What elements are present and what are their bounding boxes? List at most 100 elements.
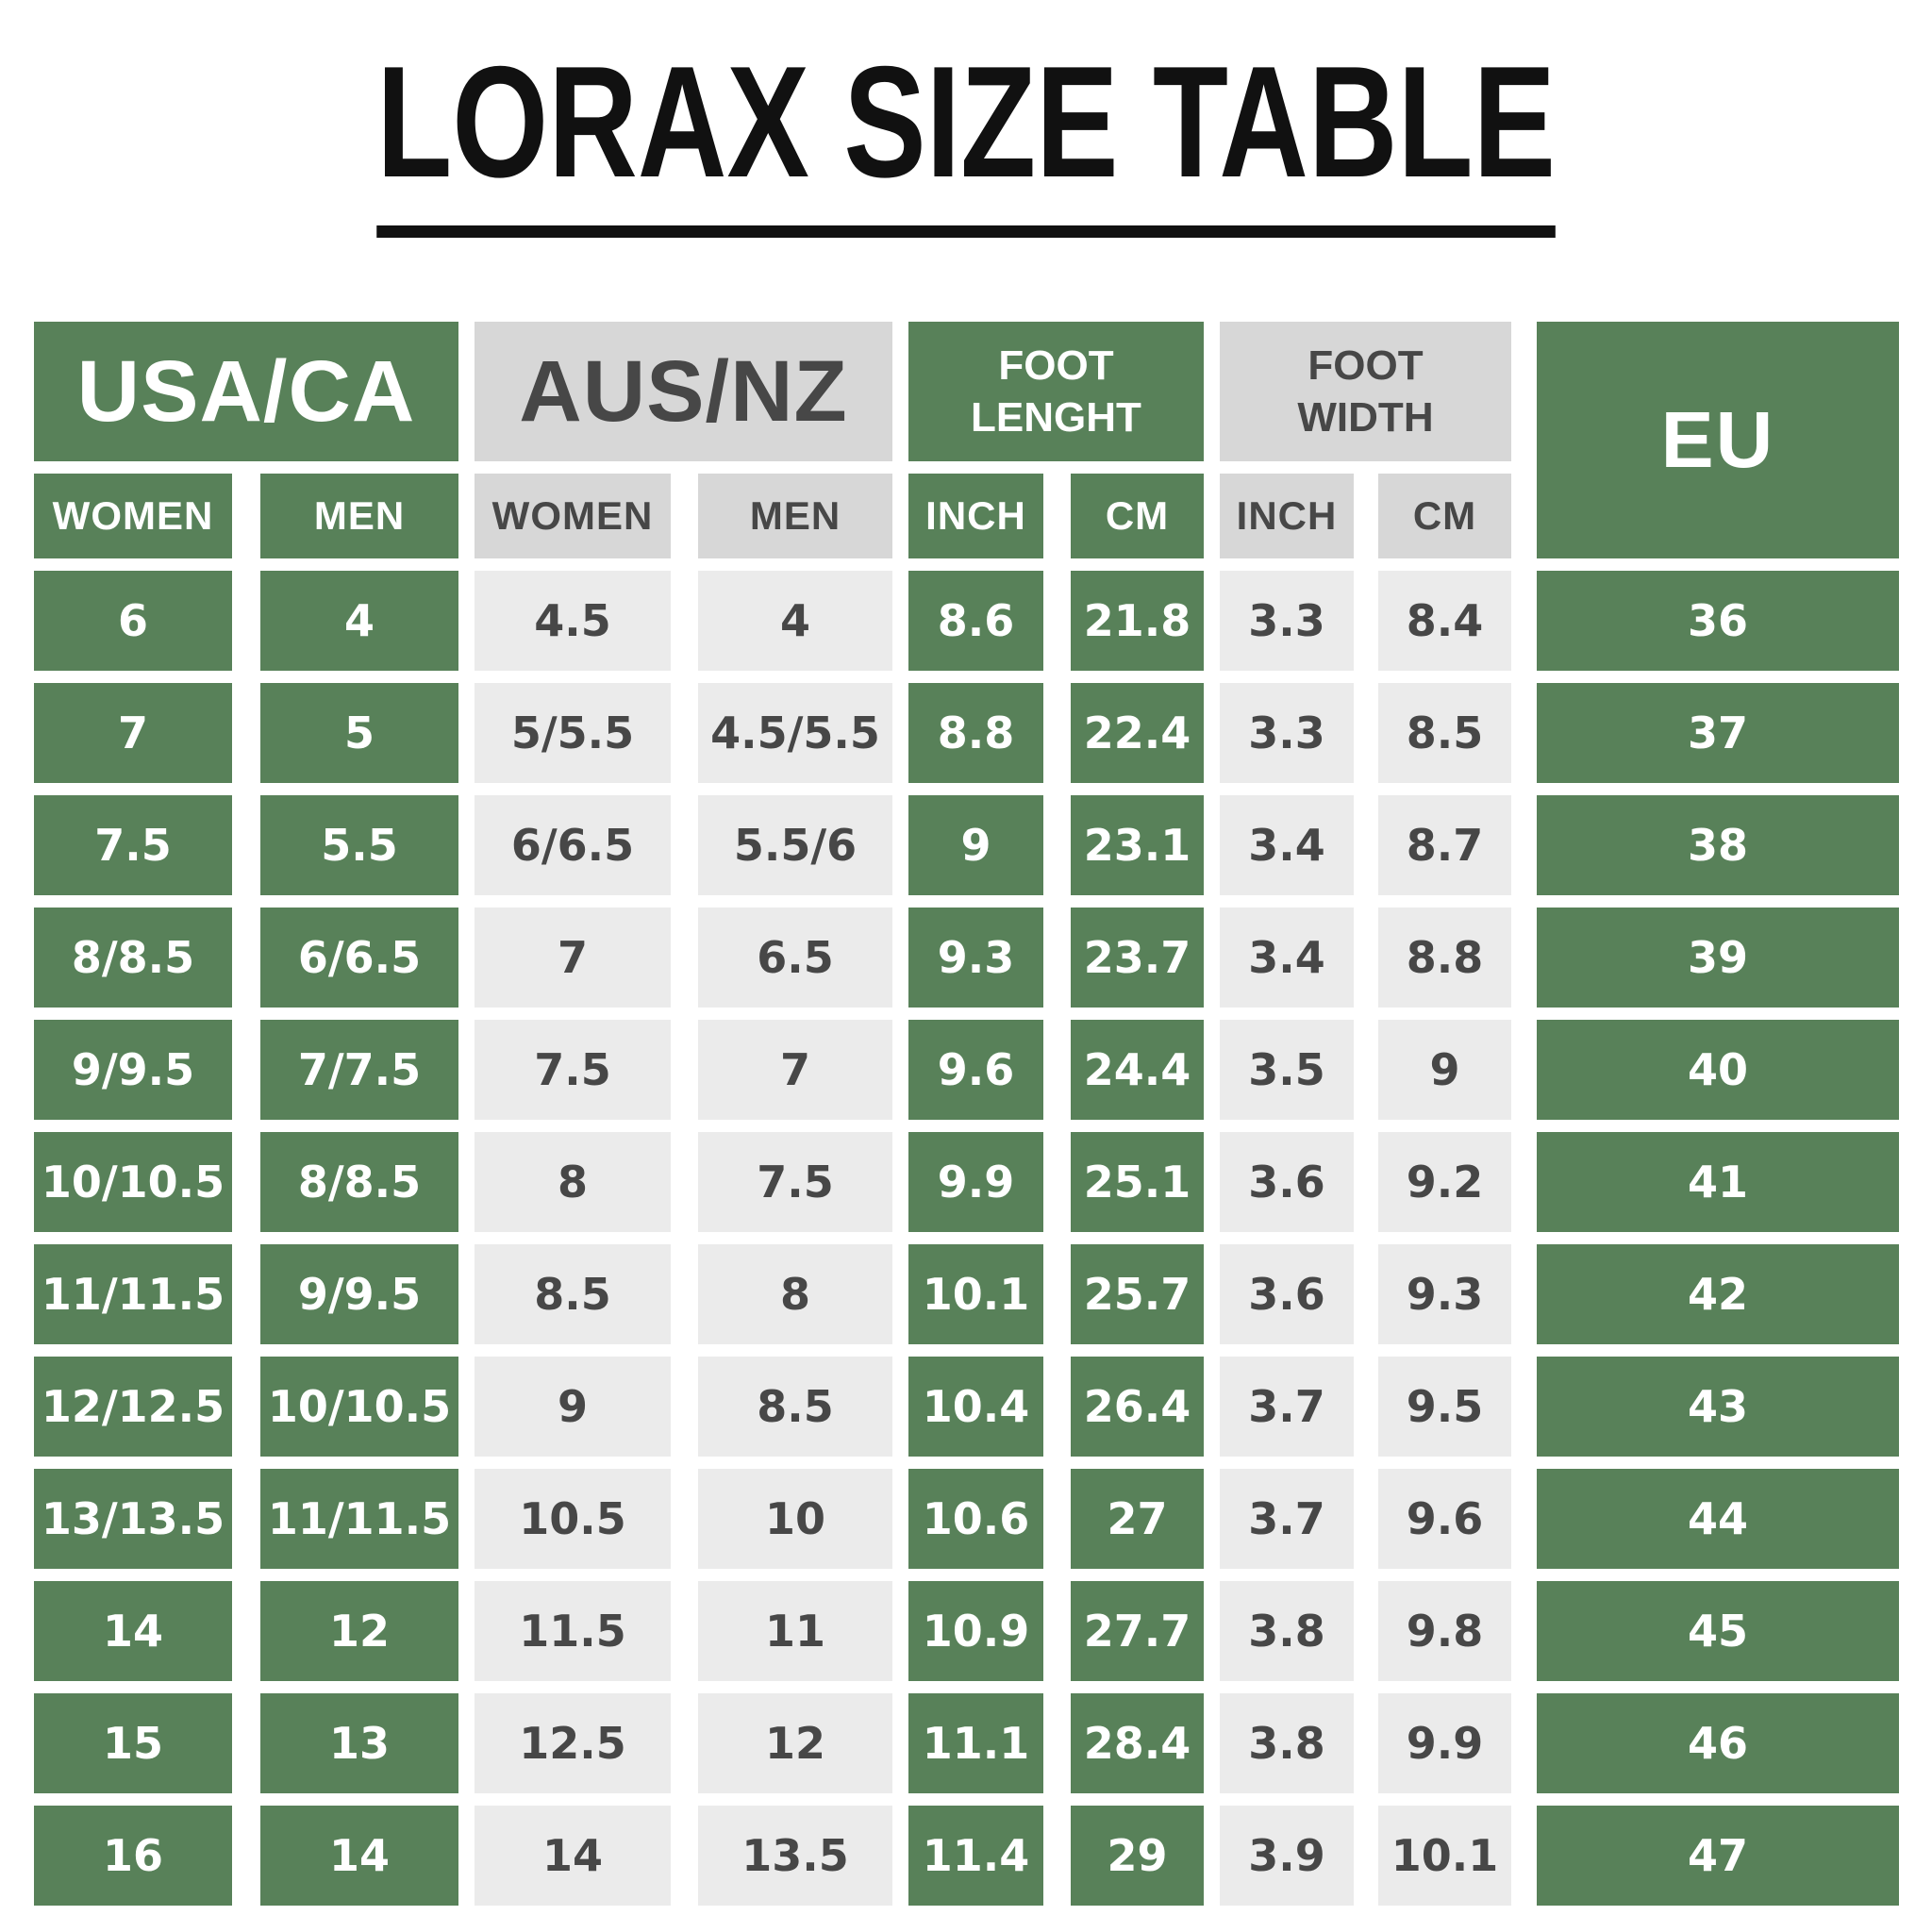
table-cell-r8-c7: 3.7	[1220, 1357, 1354, 1457]
table-cell-r5-c3: 7.5	[475, 1020, 671, 1120]
table-cell-r3-c5: 9	[908, 795, 1043, 895]
table-cell-r11-c5: 11.1	[908, 1693, 1043, 1793]
table-cell-r11-c2: 13	[260, 1693, 458, 1793]
table-cell-r6-c4: 7.5	[698, 1132, 892, 1232]
table-cell-r4-c9: 39	[1537, 908, 1899, 1008]
table-cell-r6-c9: 41	[1537, 1132, 1899, 1232]
table-cell-r7-c4: 8	[698, 1244, 892, 1344]
table-cell-r3-c2: 5.5	[260, 795, 458, 895]
table-cell-r9-c1: 13/13.5	[34, 1469, 232, 1569]
table-cell-r2-c8: 8.5	[1378, 683, 1511, 783]
table-cell-r10-c2: 12	[260, 1581, 458, 1681]
subheader-usa-ca-women: WOMEN	[34, 474, 232, 558]
table-cell-r3-c4: 5.5/6	[698, 795, 892, 895]
table-cell-r8-c2: 10/10.5	[260, 1357, 458, 1457]
table-cell-r6-c6: 25.1	[1071, 1132, 1204, 1232]
table-cell-r2-c6: 22.4	[1071, 683, 1204, 783]
table-cell-r12-c7: 3.9	[1220, 1806, 1354, 1906]
table-cell-r1-c5: 8.6	[908, 571, 1043, 671]
header-aus-nz: AUS/NZ	[475, 322, 892, 461]
table-cell-r1-c1: 6	[34, 571, 232, 671]
table-cell-r10-c1: 14	[34, 1581, 232, 1681]
header-label: USA/CA	[76, 342, 416, 440]
table-cell-r8-c4: 8.5	[698, 1357, 892, 1457]
table-cell-r3-c8: 8.7	[1378, 795, 1511, 895]
table-cell-r5-c1: 9/9.5	[34, 1020, 232, 1120]
table-cell-r3-c6: 23.1	[1071, 795, 1204, 895]
table-cell-r6-c2: 8/8.5	[260, 1132, 458, 1232]
table-cell-r1-c6: 21.8	[1071, 571, 1204, 671]
table-cell-r7-c7: 3.6	[1220, 1244, 1354, 1344]
table-cell-r11-c6: 28.4	[1071, 1693, 1204, 1793]
table-cell-r2-c3: 5/5.5	[475, 683, 671, 783]
table-cell-r5-c5: 9.6	[908, 1020, 1043, 1120]
table-cell-r4-c7: 3.4	[1220, 908, 1354, 1008]
table-cell-r1-c2: 4	[260, 571, 458, 671]
table-cell-r2-c5: 8.8	[908, 683, 1043, 783]
table-cell-r8-c5: 10.4	[908, 1357, 1043, 1457]
table-cell-r12-c9: 47	[1537, 1806, 1899, 1906]
table-cell-r11-c4: 12	[698, 1693, 892, 1793]
table-cell-r2-c7: 3.3	[1220, 683, 1354, 783]
table-cell-r3-c9: 38	[1537, 795, 1899, 895]
header-label: FOOT WIDTH	[1297, 342, 1434, 441]
table-cell-r3-c3: 6/6.5	[475, 795, 671, 895]
table-cell-r11-c8: 9.9	[1378, 1693, 1511, 1793]
table-cell-r5-c7: 3.5	[1220, 1020, 1354, 1120]
header-foot-width: FOOT WIDTH	[1220, 322, 1511, 461]
table-cell-r10-c5: 10.9	[908, 1581, 1043, 1681]
page-title: LORAX SIZE TABLE	[376, 42, 1556, 238]
table-cell-r11-c9: 46	[1537, 1693, 1899, 1793]
table-cell-r3-c7: 3.4	[1220, 795, 1354, 895]
table-cell-r6-c1: 10/10.5	[34, 1132, 232, 1232]
subheader-aus-nz-men: MEN	[698, 474, 892, 558]
table-cell-r5-c4: 7	[698, 1020, 892, 1120]
table-cell-r10-c3: 11.5	[475, 1581, 671, 1681]
table-cell-r9-c4: 10	[698, 1469, 892, 1569]
table-cell-r12-c6: 29	[1071, 1806, 1204, 1906]
table-cell-r5-c9: 40	[1537, 1020, 1899, 1120]
table-cell-r10-c6: 27.7	[1071, 1581, 1204, 1681]
table-cell-r11-c1: 15	[34, 1693, 232, 1793]
table-cell-r4-c6: 23.7	[1071, 908, 1204, 1008]
table-cell-r8-c1: 12/12.5	[34, 1357, 232, 1457]
table-cell-r6-c8: 9.2	[1378, 1132, 1511, 1232]
table-cell-r8-c6: 26.4	[1071, 1357, 1204, 1457]
table-cell-r8-c8: 9.5	[1378, 1357, 1511, 1457]
table-cell-r10-c7: 3.8	[1220, 1581, 1354, 1681]
header-label: EU	[1660, 395, 1775, 484]
table-cell-r12-c4: 13.5	[698, 1806, 892, 1906]
page-title-wrap: LORAX SIZE TABLE	[0, 0, 1932, 238]
table-cell-r9-c6: 27	[1071, 1469, 1204, 1569]
table-cell-r7-c5: 10.1	[908, 1244, 1043, 1344]
table-cell-r6-c3: 8	[475, 1132, 671, 1232]
table-cell-r4-c5: 9.3	[908, 908, 1043, 1008]
table-cell-r4-c1: 8/8.5	[34, 908, 232, 1008]
table-cell-r1-c4: 4	[698, 571, 892, 671]
subheader-aus-nz-women: WOMEN	[475, 474, 671, 558]
table-cell-r7-c3: 8.5	[475, 1244, 671, 1344]
table-cell-r9-c2: 11/11.5	[260, 1469, 458, 1569]
table-cell-r7-c1: 11/11.5	[34, 1244, 232, 1344]
subheader-foot-lenght-inch: INCH	[908, 474, 1043, 558]
table-cell-r6-c7: 3.6	[1220, 1132, 1354, 1232]
table-cell-r7-c6: 25.7	[1071, 1244, 1204, 1344]
table-cell-r1-c9: 36	[1537, 571, 1899, 671]
subheader-foot-width-inch: INCH	[1220, 474, 1354, 558]
table-cell-r5-c6: 24.4	[1071, 1020, 1204, 1120]
table-cell-r9-c7: 3.7	[1220, 1469, 1354, 1569]
table-cell-r12-c2: 14	[260, 1806, 458, 1906]
table-cell-r8-c9: 43	[1537, 1357, 1899, 1457]
table-cell-r2-c9: 37	[1537, 683, 1899, 783]
table-cell-r1-c7: 3.3	[1220, 571, 1354, 671]
header-eu: EU	[1537, 322, 1899, 558]
table-cell-r8-c3: 9	[475, 1357, 671, 1457]
table-cell-r2-c1: 7	[34, 683, 232, 783]
subheader-usa-ca-men: MEN	[260, 474, 458, 558]
header-usa-ca: USA/CA	[34, 322, 458, 461]
table-cell-r4-c3: 7	[475, 908, 671, 1008]
table-cell-r3-c1: 7.5	[34, 795, 232, 895]
subheader-foot-width-cm: CM	[1378, 474, 1511, 558]
table-cell-r12-c3: 14	[475, 1806, 671, 1906]
